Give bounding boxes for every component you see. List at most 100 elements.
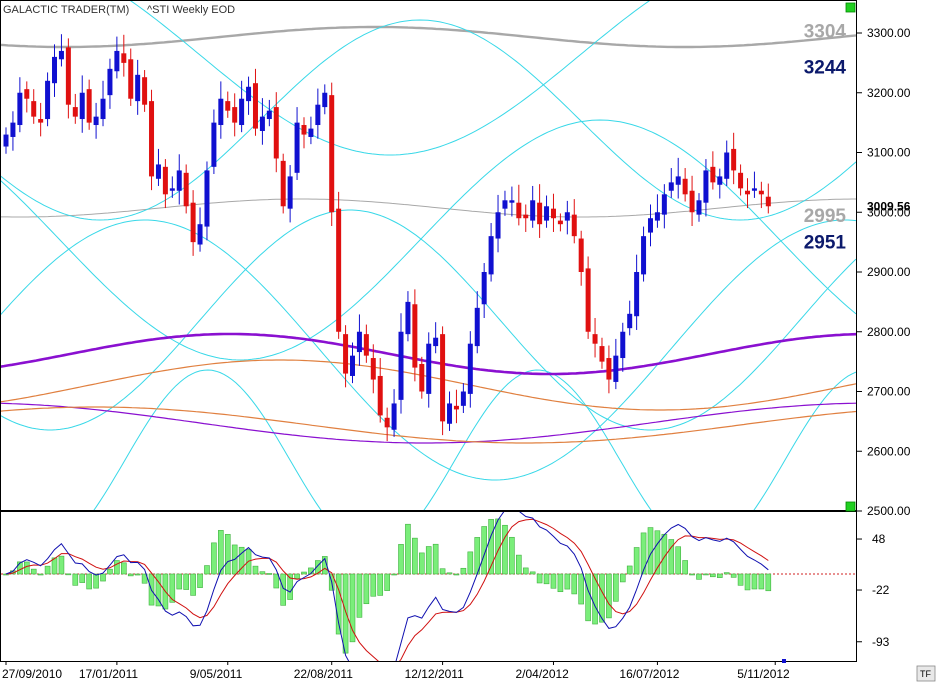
- histogram-bar: [370, 573, 377, 597]
- histogram-bar: [640, 532, 647, 575]
- histogram-bar: [398, 544, 404, 575]
- histogram-bar: [509, 536, 515, 575]
- candle: [696, 193, 702, 222]
- candle: [79, 75, 85, 133]
- histogram-bar: [86, 573, 92, 590]
- histogram-bar: [107, 568, 113, 575]
- histogram-bar: [121, 562, 127, 575]
- candle: [703, 159, 709, 217]
- histogram-bar: [412, 537, 418, 575]
- histogram-bar: [176, 573, 183, 590]
- candle: [599, 337, 605, 369]
- tf-button-label: TF: [920, 669, 931, 679]
- candle: [731, 132, 737, 185]
- level-label: 2951: [804, 233, 847, 254]
- histogram-bar: [134, 573, 141, 576]
- candle: [65, 38, 71, 119]
- tf-button[interactable]: TF: [916, 665, 936, 682]
- candle: [481, 263, 487, 319]
- candle: [682, 168, 688, 202]
- histogram-bar: [467, 551, 474, 575]
- price-tick-label: 2500.00: [867, 504, 911, 518]
- candle: [343, 325, 349, 388]
- histogram-bar: [432, 543, 439, 575]
- histogram-bar: [224, 534, 231, 575]
- histogram-bar: [765, 573, 772, 592]
- candle: [121, 34, 127, 77]
- candle: [613, 338, 619, 390]
- candle: [3, 127, 9, 154]
- candle: [377, 358, 383, 423]
- date-tick-label: 9/05/2011: [190, 667, 243, 681]
- candle: [308, 116, 314, 145]
- candle: [502, 190, 508, 216]
- candle: [266, 99, 272, 127]
- candle: [592, 318, 598, 358]
- candle: [530, 185, 536, 228]
- histogram-bar: [488, 519, 494, 575]
- candle: [100, 80, 106, 127]
- symbol-label: ^STI Weekly EOD: [147, 4, 235, 16]
- histogram-bar: [51, 557, 58, 575]
- candle: [620, 322, 626, 372]
- histogram-bar: [460, 567, 467, 575]
- histogram-bar: [356, 573, 363, 618]
- histogram-bar: [425, 546, 432, 575]
- panel-resize-handle-bottom[interactable]: [845, 501, 856, 512]
- histogram-bar: [363, 573, 370, 605]
- candle: [149, 89, 155, 191]
- histogram-bar: [516, 554, 522, 575]
- candle: [246, 76, 252, 115]
- histogram-bar: [294, 573, 300, 579]
- candle: [336, 191, 342, 339]
- cycle-line-upper: [1, 25, 856, 49]
- candle: [183, 164, 189, 214]
- candle: [433, 322, 439, 354]
- candle: [350, 342, 355, 384]
- candle: [647, 204, 653, 247]
- candle: [585, 256, 591, 339]
- candle: [405, 291, 411, 342]
- histogram-bar: [522, 567, 529, 575]
- candle: [190, 190, 196, 256]
- signal-line: [5, 518, 769, 661]
- candle: [38, 102, 44, 137]
- histogram-bar: [751, 573, 758, 590]
- candle: [606, 345, 612, 394]
- histogram-bar: [141, 573, 148, 584]
- candle: [370, 344, 376, 394]
- candle: [391, 389, 397, 437]
- candle: [641, 226, 647, 282]
- candle: [356, 314, 362, 366]
- candle: [398, 313, 404, 414]
- price-tick-label: 3300.00: [867, 26, 911, 40]
- histogram-bar: [619, 573, 626, 583]
- candle: [426, 332, 432, 408]
- histogram-bar: [703, 573, 709, 576]
- histogram-bar: [127, 573, 134, 577]
- level-label: 2995: [804, 206, 847, 227]
- histogram-bar: [529, 571, 536, 575]
- candle: [634, 254, 640, 330]
- histogram-bar: [23, 561, 30, 575]
- scroll-marker[interactable]: [782, 659, 786, 663]
- histogram-bar: [335, 573, 342, 635]
- level-annotations: 3304 3244 2995 2951 3009.56: [804, 22, 911, 254]
- cycle-line: [93, 369, 856, 510]
- histogram-bar: [446, 572, 453, 575]
- histogram-bar: [211, 542, 217, 575]
- histogram-bar: [266, 573, 273, 575]
- candle: [225, 91, 231, 118]
- candle: [710, 151, 716, 190]
- candle: [724, 140, 730, 186]
- panel-resize-handle-top[interactable]: [845, 2, 856, 13]
- histogram-bar: [626, 565, 633, 575]
- app-title: GALACTIC TRADER(TM): [3, 4, 129, 16]
- histogram-bar: [439, 568, 446, 575]
- histogram-bar: [696, 573, 702, 580]
- candle: [52, 44, 58, 97]
- candle: [280, 153, 286, 214]
- cycle-line-mid: [1, 198, 856, 218]
- candle: [273, 92, 279, 173]
